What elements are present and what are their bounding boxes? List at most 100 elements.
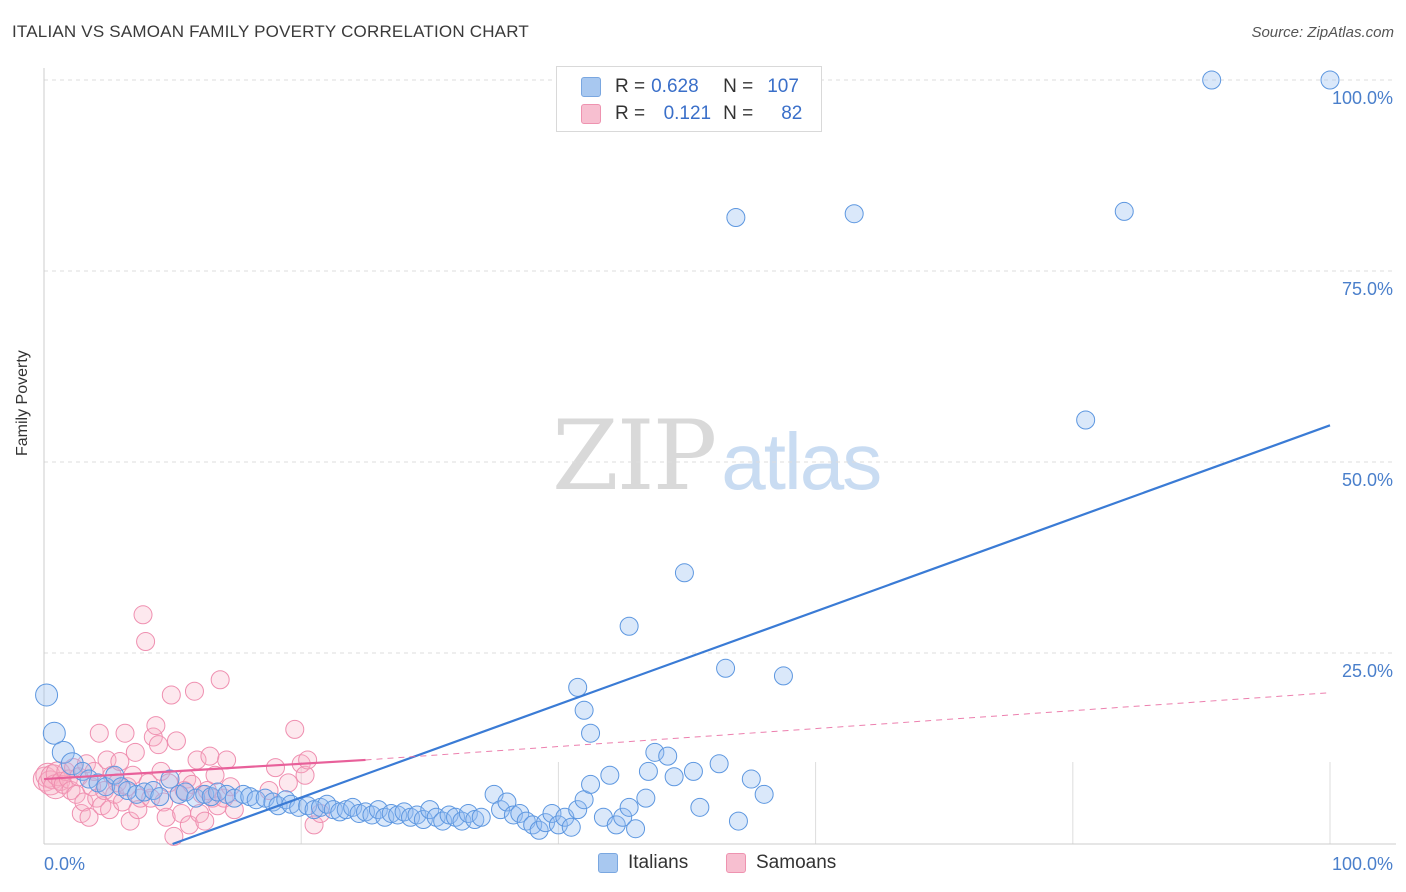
italians-point bbox=[491, 800, 511, 820]
italians-point bbox=[728, 811, 748, 831]
bottom-label-samoans: Samoans bbox=[756, 852, 837, 873]
italians-point bbox=[1114, 201, 1134, 221]
italians-point bbox=[690, 797, 710, 817]
italians-point bbox=[568, 677, 588, 697]
italians-point bbox=[150, 787, 170, 807]
samoans-point bbox=[146, 716, 166, 736]
correlation-legend: R = 0.628 N = 107 R = 0.121 N = 82 bbox=[556, 66, 822, 132]
italians-point bbox=[60, 752, 84, 776]
legend-n-label: N = bbox=[723, 76, 754, 97]
samoans-point bbox=[89, 723, 109, 743]
legend-swatch-samoans bbox=[581, 104, 601, 124]
legend-r-label: R = bbox=[615, 103, 646, 124]
tick-labels: 25.0% 50.0% 75.0% 100.0% 0.0% 100.0% bbox=[44, 88, 1393, 874]
bottom-legend-samoans: Samoans bbox=[726, 852, 836, 874]
axes bbox=[43, 68, 1396, 845]
italians-point bbox=[674, 563, 694, 583]
samoans-point bbox=[304, 815, 324, 835]
italians-point bbox=[175, 782, 195, 802]
italians-point bbox=[606, 815, 626, 835]
italians-point bbox=[636, 788, 656, 808]
source-credit: Source: ZipAtlas.com bbox=[1251, 24, 1394, 41]
samoans-point bbox=[174, 781, 194, 801]
italians-point bbox=[581, 774, 601, 794]
legend-n-value-italians: 107 bbox=[767, 76, 799, 97]
italians-point bbox=[561, 817, 581, 837]
samoans-point bbox=[278, 773, 298, 793]
legend-n-label: N = bbox=[723, 103, 754, 124]
samoans-point bbox=[285, 719, 305, 739]
italians-points bbox=[35, 70, 1340, 840]
italians-point bbox=[1202, 70, 1222, 90]
bottom-label-italians: Italians bbox=[628, 852, 689, 873]
italians-point bbox=[716, 658, 736, 678]
italians-point bbox=[613, 807, 633, 827]
samoans-point bbox=[161, 685, 181, 705]
italians-point bbox=[368, 800, 388, 820]
italians-point bbox=[420, 800, 440, 820]
samoans-point bbox=[136, 632, 156, 652]
italians-point bbox=[645, 742, 665, 762]
italians-point bbox=[726, 208, 746, 228]
samoans-point bbox=[224, 800, 244, 820]
x-tick-label-max: 100.0% bbox=[1332, 854, 1393, 874]
italians-point bbox=[568, 800, 588, 820]
legend-r-value-samoans: 0.121 bbox=[663, 103, 712, 124]
italians-point bbox=[35, 683, 59, 707]
italians-point bbox=[638, 761, 658, 781]
samoans-point bbox=[298, 750, 318, 770]
samoans-point bbox=[200, 746, 220, 766]
italians-point bbox=[664, 767, 684, 787]
italians-point bbox=[581, 723, 601, 743]
legend-r-value-italians: 0.628 bbox=[651, 76, 699, 97]
samoans-point bbox=[210, 670, 230, 690]
gridlines bbox=[44, 79, 1396, 654]
italians-point bbox=[542, 803, 562, 823]
italians-point bbox=[510, 803, 530, 823]
italians-point bbox=[1076, 410, 1096, 430]
italians-point bbox=[741, 769, 761, 789]
samoans-point bbox=[115, 723, 135, 743]
legend-r-label: R = bbox=[615, 76, 646, 97]
italians-point bbox=[600, 765, 620, 785]
italians-point bbox=[394, 802, 414, 822]
samoans-point bbox=[217, 750, 237, 770]
italians-point bbox=[619, 797, 639, 817]
samoans-point bbox=[125, 742, 145, 762]
samoans-point bbox=[205, 765, 225, 785]
italians-point bbox=[160, 769, 180, 789]
legend-row-italians: R = 0.628 N = 107 bbox=[581, 74, 799, 100]
samoans-point bbox=[133, 605, 153, 625]
y-tick-label: 75.0% bbox=[1342, 279, 1393, 299]
legend-n-value-samoans: 82 bbox=[781, 103, 803, 124]
legend-swatch-italians bbox=[581, 77, 601, 97]
samoans-point bbox=[156, 807, 176, 827]
samoans-trend-extension bbox=[365, 692, 1331, 761]
italians-point bbox=[471, 807, 491, 827]
italians-point bbox=[709, 754, 729, 774]
samoans-trend-line bbox=[43, 758, 366, 781]
bottom-swatch-italians bbox=[598, 853, 618, 873]
y-tick-label: 25.0% bbox=[1342, 661, 1393, 681]
x-tick-label-min: 0.0% bbox=[44, 854, 85, 874]
watermark-zip: ZIP bbox=[552, 400, 717, 512]
italians-point bbox=[754, 784, 774, 804]
italians-point bbox=[574, 700, 594, 720]
italians-point bbox=[626, 819, 646, 839]
italians-point bbox=[1320, 70, 1340, 90]
italians-point bbox=[844, 204, 864, 224]
samoans-point bbox=[128, 800, 148, 820]
samoans-point bbox=[120, 811, 140, 831]
samoans-point bbox=[184, 681, 204, 701]
italians-point bbox=[773, 666, 793, 686]
italians-point bbox=[51, 740, 75, 764]
y-tick-label: 100.0% bbox=[1332, 88, 1393, 108]
samoans-point bbox=[265, 758, 285, 778]
italians-point bbox=[42, 721, 66, 745]
samoans-point bbox=[74, 792, 94, 812]
samoans-point bbox=[148, 735, 168, 755]
italians-trend-line bbox=[172, 424, 1331, 846]
legend-row-samoans: R = 0.121 N = 82 bbox=[581, 101, 802, 127]
samoans-point bbox=[295, 765, 315, 785]
